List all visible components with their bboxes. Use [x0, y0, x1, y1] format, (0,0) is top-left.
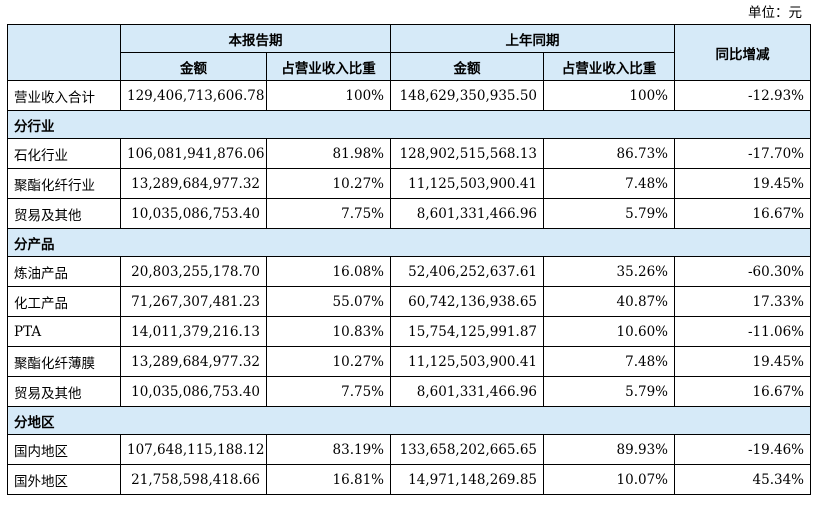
prev-amount-cell: 14,971,148,269.85	[390, 464, 544, 495]
prev-share-cell: 5.79%	[543, 376, 675, 407]
cur-share-cell: 55.07%	[266, 286, 391, 317]
prev-share-cell: 35.26%	[543, 256, 675, 287]
cur-share-cell: 83.19%	[266, 434, 391, 465]
row-label: 国外地区	[7, 464, 121, 495]
prev-share-cell: 40.87%	[543, 286, 675, 317]
prev-share-cell: 89.93%	[543, 434, 675, 465]
section-title: 分地区	[7, 406, 811, 435]
table-row: 国内地区 107,648,115,188.12 83.19% 133,658,202,…	[7, 434, 811, 465]
row-label: 聚酯化纤薄膜	[7, 346, 121, 377]
cur-share-cell: 7.75%	[266, 376, 391, 407]
prev-share-cell: 7.48%	[543, 346, 675, 377]
prev-amount-cell: 8,601,331,466.96	[390, 376, 544, 407]
cur-amount-cell: 10,035,086,753.40	[120, 376, 267, 407]
header-prior-period: 上年同期	[390, 24, 675, 53]
table-row: 聚酯化纤薄膜 13,289,684,977.32 10.27% 11,125,503,…	[7, 346, 811, 377]
cur-amount-cell: 107,648,115,188.12	[120, 434, 267, 465]
row-label: PTA	[7, 316, 121, 347]
prev-share-cell: 10.07%	[543, 464, 675, 495]
cur-share-cell: 100%	[266, 80, 391, 111]
yoy-cell: 16.67%	[674, 198, 811, 229]
header-corner-cell	[7, 24, 121, 81]
cur-amount-cell: 71,267,307,481.23	[120, 286, 267, 317]
cur-share-cell: 7.75%	[266, 198, 391, 229]
section-title: 分产品	[7, 228, 811, 257]
yoy-cell: 19.45%	[674, 346, 811, 377]
table-row: 石化行业 106,081,941,876.06 81.98% 128,902,515,…	[7, 138, 811, 169]
row-label: 国内地区	[7, 434, 121, 465]
header-row-sub: 金额 占营业收入比重 金额 占营业收入比重	[8, 52, 811, 81]
prev-amount-cell: 133,658,202,665.65	[390, 434, 544, 465]
table-row: 国外地区 21,758,598,418.66 16.81% 14,971,148,26…	[7, 464, 811, 495]
prev-amount-cell: 60,742,136,938.65	[390, 286, 544, 317]
row-label: 聚酯化纤行业	[7, 168, 121, 199]
table-row: 化工产品 71,267,307,481.23 55.07% 60,742,136,93…	[7, 286, 811, 317]
row-label: 石化行业	[7, 138, 121, 169]
cur-share-cell: 81.98%	[266, 138, 391, 169]
cur-amount-cell: 20,803,255,178.70	[120, 256, 267, 287]
table-row: 聚酯化纤行业 13,289,684,977.32 10.27% 11,125,503,…	[7, 168, 811, 199]
yoy-cell: -11.06%	[674, 316, 811, 347]
row-label: 营业收入合计	[7, 80, 121, 111]
cur-amount-cell: 13,289,684,977.32	[120, 346, 267, 377]
header-cur-amount: 金额	[120, 52, 267, 81]
prev-amount-cell: 148,629,350,935.50	[390, 80, 544, 111]
prev-amount-cell: 15,754,125,991.87	[390, 316, 544, 347]
prev-share-cell: 5.79%	[543, 198, 675, 229]
header-prev-share: 占营业收入比重	[543, 52, 675, 81]
cur-amount-cell: 13,289,684,977.32	[120, 168, 267, 199]
cur-share-cell: 10.27%	[266, 168, 391, 199]
table-row: 贸易及其他 10,035,086,753.40 7.75% 8,601,331,466…	[7, 376, 811, 407]
cur-amount-cell: 106,081,941,876.06	[120, 138, 267, 169]
cur-amount-cell: 21,758,598,418.66	[120, 464, 267, 495]
yoy-cell: -17.70%	[674, 138, 811, 169]
prev-amount-cell: 128,902,515,568.13	[390, 138, 544, 169]
header-row-top: 本报告期 上年同期 同比增减	[7, 24, 811, 81]
row-label: 贸易及其他	[7, 376, 121, 407]
section-title: 分行业	[7, 110, 811, 139]
cur-amount-cell: 14,011,379,216.13	[120, 316, 267, 347]
header-prev-amount: 金额	[390, 52, 544, 81]
yoy-cell: -60.30%	[674, 256, 811, 287]
cur-share-cell: 16.81%	[266, 464, 391, 495]
revenue-table: 本报告期 上年同期 同比增减 金额 占营业收入比重 金额 占营业收入比重 营业收…	[7, 24, 811, 495]
prev-amount-cell: 8,601,331,466.96	[390, 198, 544, 229]
table-row: 贸易及其他 10,035,086,753.40 7.75% 8,601,331,466…	[7, 198, 811, 229]
cur-share-cell: 16.08%	[266, 256, 391, 287]
prev-amount-cell: 52,406,252,637.61	[390, 256, 544, 287]
header-yoy-change: 同比增减	[674, 24, 811, 81]
cur-amount-cell: 10,035,086,753.40	[120, 198, 267, 229]
section-header-row: 分地区	[7, 406, 811, 435]
cur-share-cell: 10.83%	[266, 316, 391, 347]
yoy-cell: 19.45%	[674, 168, 811, 199]
cur-amount-cell: 129,406,713,606.78	[120, 80, 267, 111]
prev-amount-cell: 11,125,503,900.41	[390, 346, 544, 377]
yoy-cell: -19.46%	[674, 434, 811, 465]
row-label: 贸易及其他	[7, 198, 121, 229]
table-row: 炼油产品 20,803,255,178.70 16.08% 52,406,252,63…	[7, 256, 811, 287]
yoy-cell: 16.67%	[674, 376, 811, 407]
prev-amount-cell: 11,125,503,900.41	[390, 168, 544, 199]
prev-share-cell: 100%	[543, 80, 675, 111]
yoy-cell: -12.93%	[674, 80, 811, 111]
cur-share-cell: 10.27%	[266, 346, 391, 377]
section-header-row: 分行业	[7, 110, 811, 139]
header-current-period: 本报告期	[120, 24, 391, 53]
section-header-row: 分产品	[7, 228, 811, 257]
total-row: 营业收入合计 129,406,713,606.78 100% 148,629,3…	[7, 80, 811, 111]
yoy-cell: 17.33%	[674, 286, 811, 317]
unit-label: 单位：元	[748, 5, 802, 21]
prev-share-cell: 86.73%	[543, 138, 675, 169]
prev-share-cell: 10.60%	[543, 316, 675, 347]
row-label: 炼油产品	[7, 256, 121, 287]
table-row: PTA 14,011,379,216.13 10.83% 15,754,125,991…	[7, 316, 811, 347]
header-cur-share: 占营业收入比重	[266, 52, 391, 81]
yoy-cell: 45.34%	[674, 464, 811, 495]
row-label: 化工产品	[7, 286, 121, 317]
prev-share-cell: 7.48%	[543, 168, 675, 199]
